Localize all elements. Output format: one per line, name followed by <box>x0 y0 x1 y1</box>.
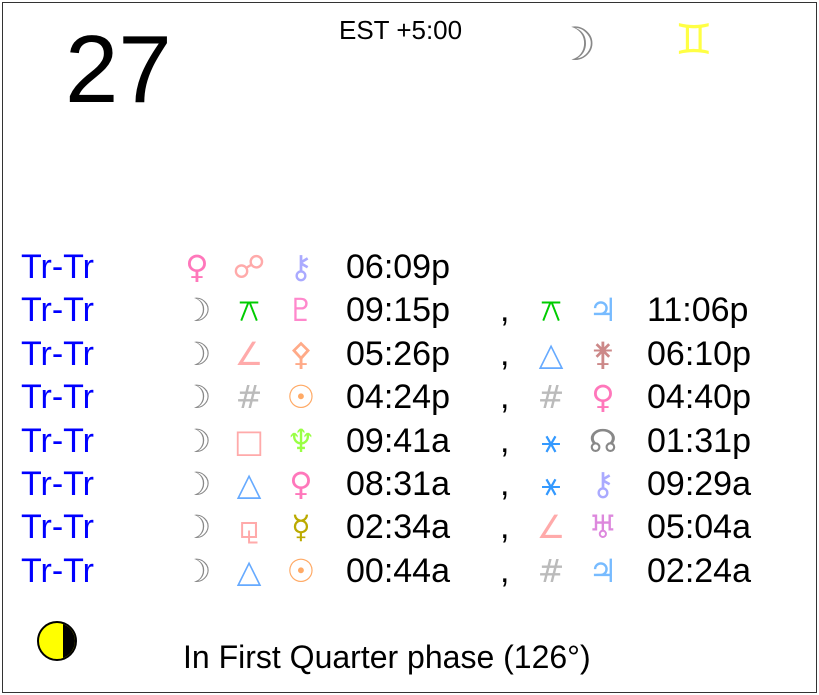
planet-c-icon: ♅ <box>588 508 618 547</box>
aspect-icon: ⚻ <box>238 291 260 330</box>
time-2: 01:31p <box>647 421 751 460</box>
separator: , <box>500 421 510 460</box>
row-label: Tr-Tr <box>21 291 94 330</box>
aspect-row: Tr-Tr ☽ △ ♀ 08:31a, ⚹ ⚷ 09:29a <box>3 463 816 506</box>
planet-c-icon: ⚵ <box>591 334 615 373</box>
aspect-2-icon: # <box>537 551 565 590</box>
planet-a-icon: ☽ <box>182 421 212 460</box>
day-number: 27 <box>65 16 172 123</box>
time-2: 04:40p <box>647 378 751 417</box>
aspect-icon: ∠ <box>234 334 264 373</box>
row-label: Tr-Tr <box>21 508 94 547</box>
planet-c-icon: ⚷ <box>591 465 615 503</box>
moon-phase-icon <box>37 621 77 661</box>
separator: , <box>500 291 510 330</box>
planet-a-icon: ☽ <box>182 508 212 547</box>
planet-a-icon: ☽ <box>182 378 212 417</box>
planet-c-icon: ♀ <box>591 378 615 417</box>
aspect-row: Tr-Tr ☽ ⚼ ☿ 02:34a, ∠ ♅ 05:04a <box>3 506 816 549</box>
separator: , <box>500 465 510 503</box>
planet-a-icon: ☽ <box>182 291 212 330</box>
planet-a-icon: ☽ <box>182 551 212 590</box>
time-2: 05:04a <box>647 508 751 547</box>
row-label: Tr-Tr <box>21 551 94 590</box>
aspect-row: Tr-Tr ♀ ☍ ⚷ 06:09p <box>3 246 816 289</box>
timezone-label: EST +5:00 <box>339 15 463 45</box>
aspect-icon: ⚼ <box>237 508 261 547</box>
planet-b-icon: ♇ <box>286 291 316 330</box>
row-label: Tr-Tr <box>21 421 94 460</box>
time-1: 04:24p <box>346 378 450 417</box>
row-label: Tr-Tr <box>21 465 94 503</box>
aspect-2-icon: ⚻ <box>540 291 562 330</box>
aspect-row: Tr-Tr ☽ ∠ ⚴ 05:26p, △ ⚵ 06:10p <box>3 333 816 376</box>
planet-a-icon: ☽ <box>182 465 212 503</box>
planet-b-icon: ♆ <box>286 421 316 460</box>
time-2: 06:10p <box>647 334 751 373</box>
moon-phase-text: In First Quarter phase (126°) <box>183 639 591 675</box>
planet-c-icon: ♃ <box>588 551 618 590</box>
planet-b-icon: ⚴ <box>289 334 313 373</box>
row-label: Tr-Tr <box>21 334 94 373</box>
planet-b-icon: ♀ <box>289 465 313 503</box>
time-2: 02:24a <box>647 551 751 590</box>
separator: , <box>500 378 510 417</box>
aspect-row: Tr-Tr ☽ ⚻ ♇ 09:15p, ⚻ ♃ 11:06p <box>3 289 816 332</box>
row-label: Tr-Tr <box>21 378 94 417</box>
planet-a-icon: ♀ <box>185 248 209 286</box>
planet-b-icon: ☉ <box>286 378 316 417</box>
time-1: 05:26p <box>346 334 450 373</box>
aspect-row: Tr-Tr ☽ # ☉ 04:24p, # ♀ 04:40p <box>3 376 816 419</box>
planet-b-icon: ☿ <box>291 508 311 547</box>
time-1: 08:31a <box>346 465 450 503</box>
planet-c-icon: ☊ <box>588 421 618 460</box>
moon-icon: ☽ <box>555 17 597 71</box>
aspect-icon: △ <box>236 465 262 503</box>
aspect-icon: □ <box>233 421 265 460</box>
aspect-2-icon: ∠ <box>536 508 566 547</box>
time-1: 09:41a <box>346 421 450 460</box>
aspect-2-icon: △ <box>538 334 564 373</box>
aspect-2-icon: ⚹ <box>541 421 561 460</box>
time-1: 06:09p <box>346 248 450 286</box>
planet-b-icon: ⚷ <box>289 248 313 286</box>
row-label: Tr-Tr <box>21 248 94 286</box>
aspect-icon: # <box>235 378 263 417</box>
planet-b-icon: ☉ <box>286 551 316 590</box>
aspect-icon: ☍ <box>232 248 266 286</box>
gemini-icon: ♊ <box>675 15 713 64</box>
aspect-row: Tr-Tr ☽ □ ♆ 09:41a, ⚹ ☊ 01:31p <box>3 420 816 463</box>
aspect-row: Tr-Tr ☽ △ ☉ 00:44a, # ♃ 02:24a <box>3 550 816 593</box>
time-1: 02:34a <box>346 508 450 547</box>
aspect-icon: △ <box>236 551 262 590</box>
planet-a-icon: ☽ <box>182 334 212 373</box>
planet-c-icon: ♃ <box>588 291 618 330</box>
time-2: 09:29a <box>647 465 751 503</box>
time-2: 11:06p <box>647 291 749 330</box>
separator: , <box>500 551 510 590</box>
time-1: 09:15p <box>346 291 450 330</box>
separator: , <box>500 334 510 373</box>
aspect-2-icon: ⚹ <box>541 465 561 503</box>
aspect-2-icon: # <box>537 378 565 417</box>
time-1: 00:44a <box>346 551 450 590</box>
separator: , <box>500 508 510 547</box>
